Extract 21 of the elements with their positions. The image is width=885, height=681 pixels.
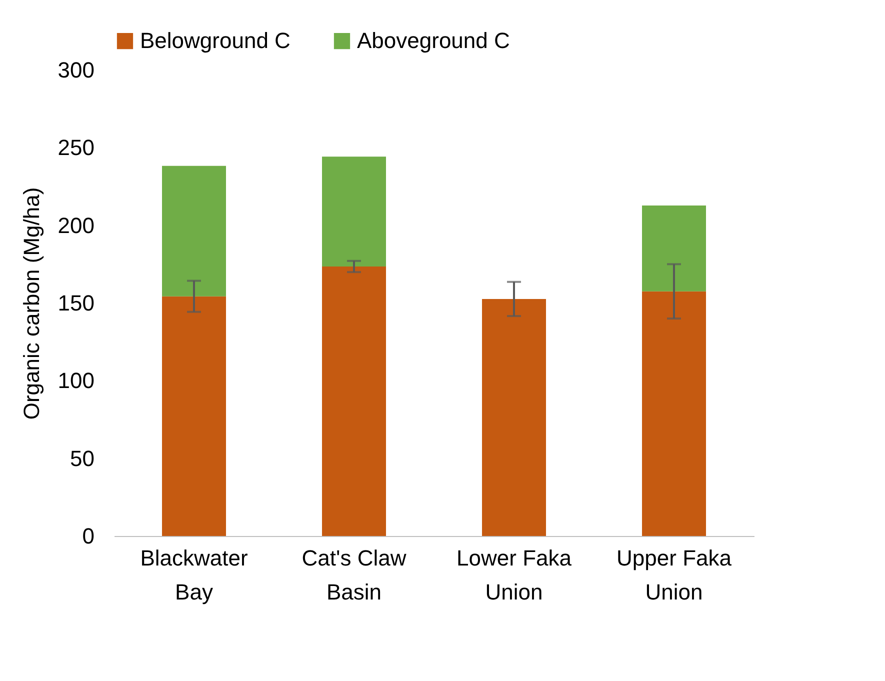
x-tick-label: Upper Faka Union	[616, 546, 732, 604]
y-axis-title: Organic carbon (Mg/ha)	[18, 187, 44, 420]
bar	[642, 291, 706, 536]
x-tick-label: Lower Faka Union	[456, 546, 572, 604]
bar	[162, 296, 226, 536]
y-tick-label: 200	[58, 212, 94, 238]
bar	[322, 266, 386, 536]
x-tick-label: Cat's Claw Basin	[302, 546, 406, 604]
bar	[322, 156, 386, 266]
y-tick-label: 100	[58, 368, 94, 394]
legend-label: Aboveground C	[357, 28, 510, 53]
legend-label: Belowground C	[140, 28, 291, 53]
bar	[482, 298, 546, 536]
y-tick-label: 50	[70, 446, 94, 471]
bar	[642, 205, 706, 292]
y-tick-label: 250	[58, 135, 94, 160]
bar	[162, 166, 226, 296]
y-tick-label: 0	[82, 524, 94, 548]
x-tick-label: Blackwater Bay	[140, 546, 248, 604]
y-tick-label: 150	[58, 290, 94, 316]
y-tick-label: 300	[58, 58, 94, 82]
